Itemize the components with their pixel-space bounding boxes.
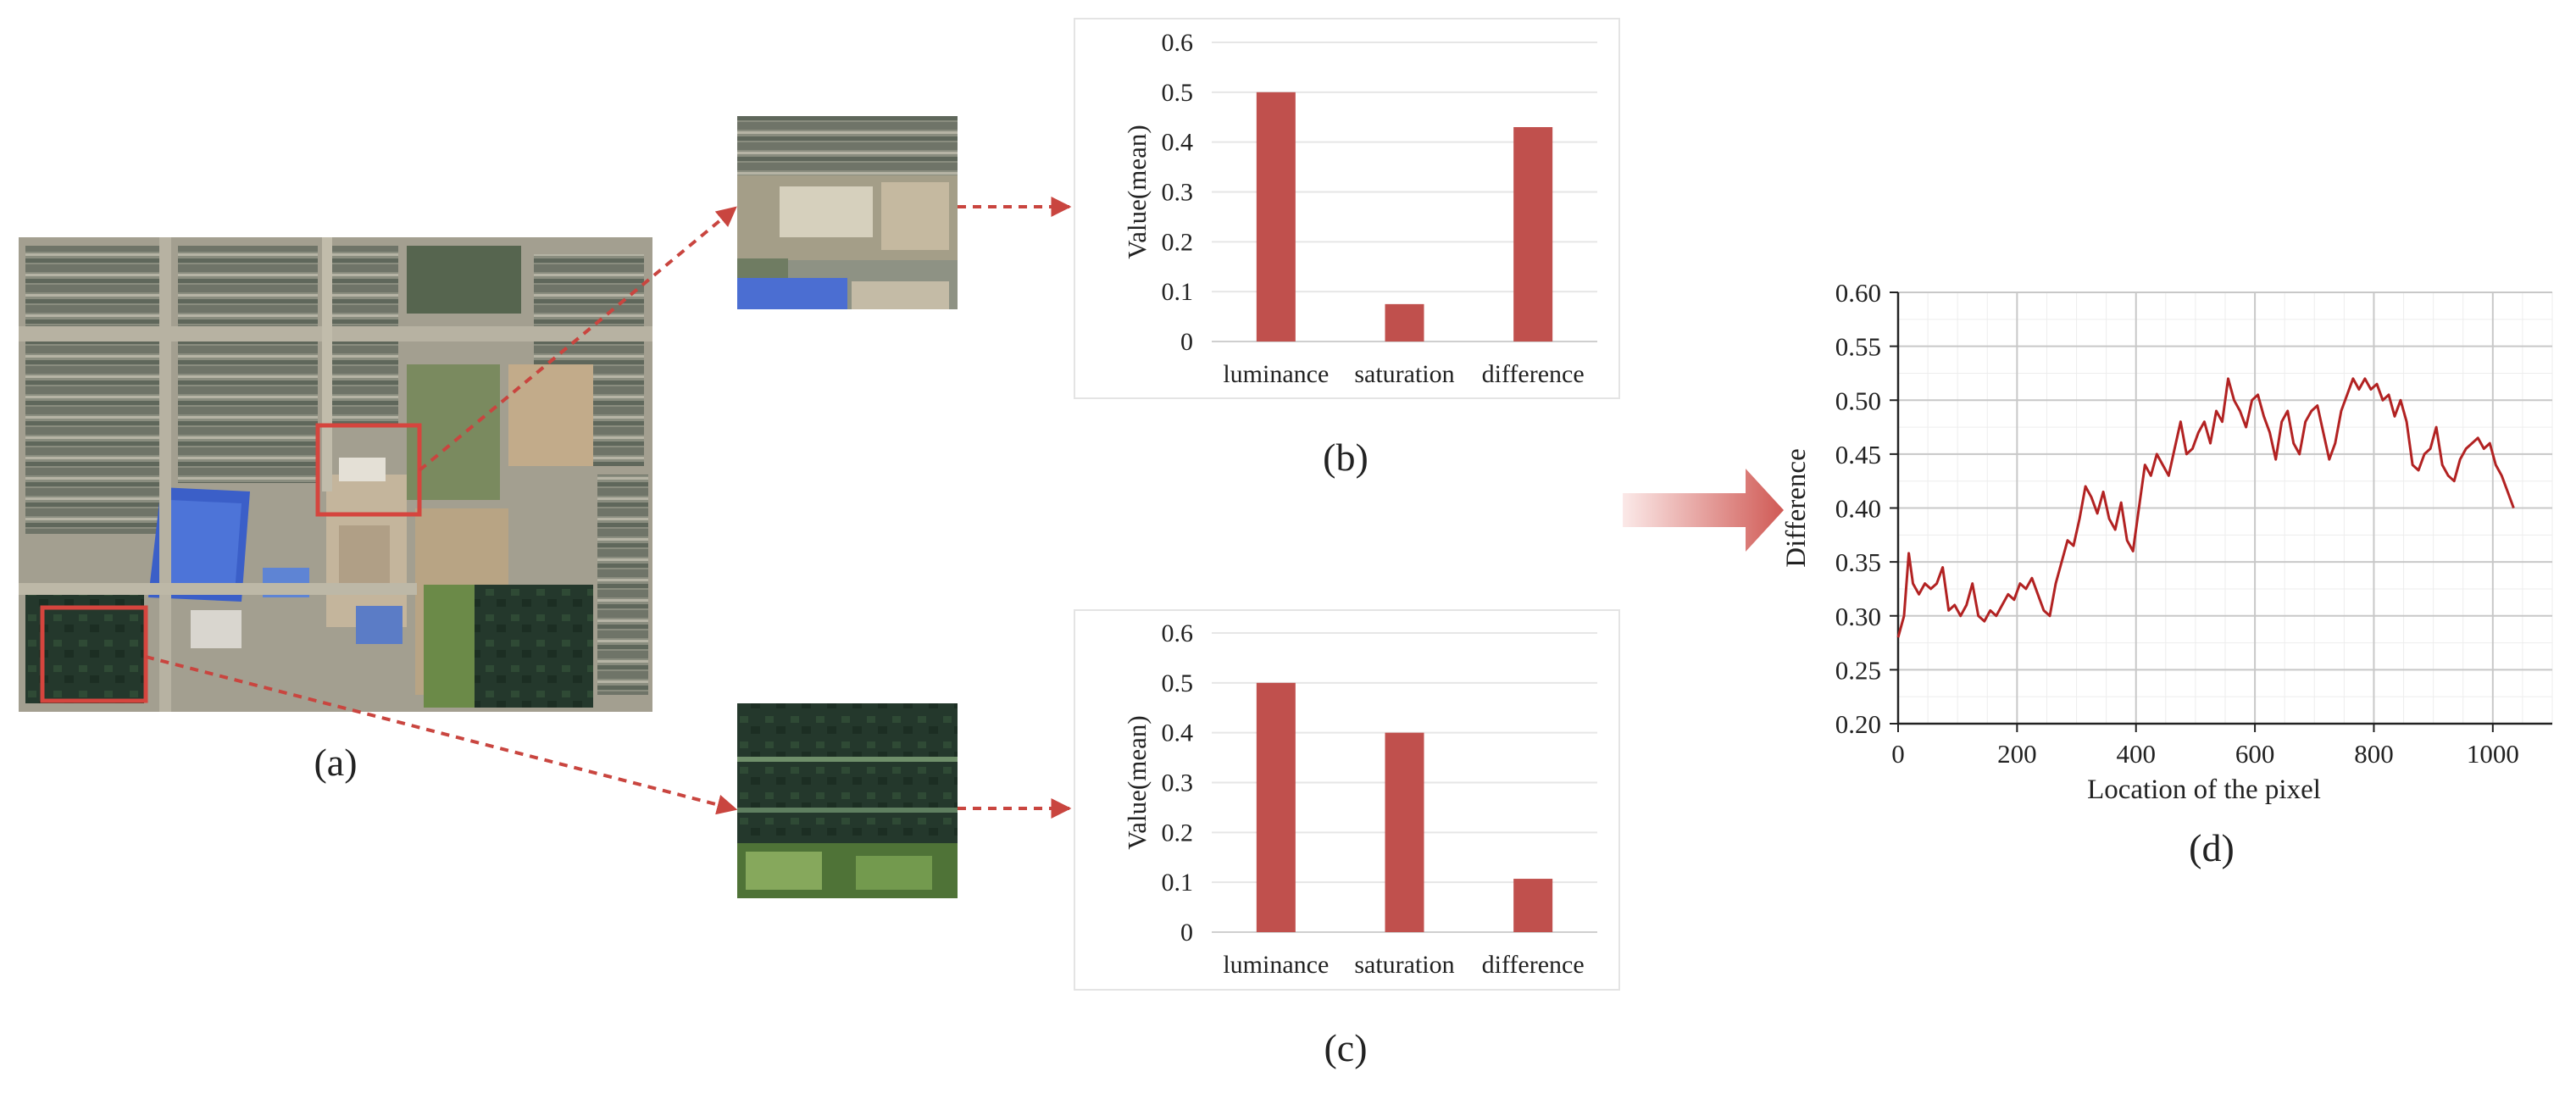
callout-arrow-to-crop-b bbox=[418, 206, 737, 472]
y-axis-title: Value(mean) bbox=[1122, 125, 1152, 258]
y-tick-label: 0.4 bbox=[1162, 719, 1194, 747]
x-tick-label: 0 bbox=[1891, 739, 1905, 769]
y-tick-label: 0.4 bbox=[1162, 129, 1194, 157]
y-axis-title: Value(mean) bbox=[1122, 715, 1152, 849]
x-tick-label: difference bbox=[1482, 360, 1585, 388]
x-tick-label: saturation bbox=[1354, 951, 1454, 979]
y-tick-label: 0.6 bbox=[1162, 29, 1194, 57]
y-tick-label: 0.45 bbox=[1835, 440, 1881, 469]
x-tick-label: 800 bbox=[2354, 739, 2394, 769]
y-tick-label: 0.30 bbox=[1835, 602, 1881, 631]
bar bbox=[1385, 303, 1424, 341]
y-tick-label: 0.20 bbox=[1835, 709, 1881, 739]
y-tick-label: 0.2 bbox=[1162, 228, 1194, 256]
bar bbox=[1513, 879, 1553, 932]
x-tick-label: saturation bbox=[1354, 360, 1454, 388]
caption-a: (a) bbox=[314, 741, 357, 784]
crop-image-b bbox=[737, 116, 958, 309]
bar bbox=[1513, 127, 1553, 341]
y-tick-label: 0 bbox=[1180, 919, 1193, 947]
caption-c: (c) bbox=[1324, 1026, 1367, 1069]
y-tick-label: 0.2 bbox=[1162, 819, 1194, 847]
crop-image-c bbox=[737, 703, 958, 898]
bar-chart-b: 0 0.1 0.2 0.3 0.4 0.5 0.6 luminance saturation di… bbox=[1122, 29, 1597, 388]
y-tick-label: 0.3 bbox=[1162, 179, 1194, 207]
highlight-box-vegetation bbox=[40, 605, 148, 703]
satellite-image-a bbox=[19, 237, 652, 712]
y-axis-title: Difference bbox=[1781, 448, 1812, 567]
y-tick-label: 0.50 bbox=[1835, 386, 1881, 415]
callout-arrow-to-crop-c bbox=[145, 655, 738, 815]
y-tick-label: 0.40 bbox=[1835, 494, 1881, 524]
y-tick-label: 0.1 bbox=[1162, 869, 1194, 897]
bar bbox=[1256, 682, 1296, 932]
x-tick-label: luminance bbox=[1223, 951, 1329, 979]
y-tick-label: 0.6 bbox=[1162, 619, 1194, 647]
y-tick-label: 0.3 bbox=[1162, 769, 1194, 797]
x-tick-label: difference bbox=[1482, 951, 1585, 979]
y-tick-label: 0.60 bbox=[1835, 278, 1881, 308]
x-tick-label: 1000 bbox=[2467, 739, 2519, 769]
y-tick-label: 0.5 bbox=[1162, 669, 1194, 697]
x-axis-title: Location of the pixel bbox=[2087, 775, 2321, 805]
x-tick-label: luminance bbox=[1223, 360, 1329, 388]
bar-chart-c: 0 0.1 0.2 0.3 0.4 0.5 0.6 luminance saturation di… bbox=[1122, 619, 1597, 979]
x-tick-label: 200 bbox=[1997, 739, 2037, 769]
y-tick-label: 0.1 bbox=[1162, 278, 1194, 306]
difference-series-line bbox=[1896, 377, 2515, 638]
line-chart-d: 0 200 400 600 800 1000 0.20 0.25 0.30 0.35 0.40 0.4… bbox=[1781, 278, 2553, 805]
y-tick-label: 0.25 bbox=[1835, 655, 1881, 685]
x-tick-label: 600 bbox=[2235, 739, 2275, 769]
x-tick-label: 400 bbox=[2116, 739, 2156, 769]
y-tick-label: 0.5 bbox=[1162, 79, 1194, 107]
transition-arrow bbox=[1623, 469, 1784, 552]
y-tick-label: 0.55 bbox=[1835, 332, 1881, 362]
caption-d: (d) bbox=[2189, 826, 2235, 869]
y-tick-label: 0.35 bbox=[1835, 547, 1881, 577]
bar bbox=[1385, 732, 1424, 932]
caption-b: (b) bbox=[1323, 436, 1368, 479]
bar bbox=[1256, 92, 1296, 341]
y-tick-label: 0 bbox=[1180, 328, 1193, 356]
